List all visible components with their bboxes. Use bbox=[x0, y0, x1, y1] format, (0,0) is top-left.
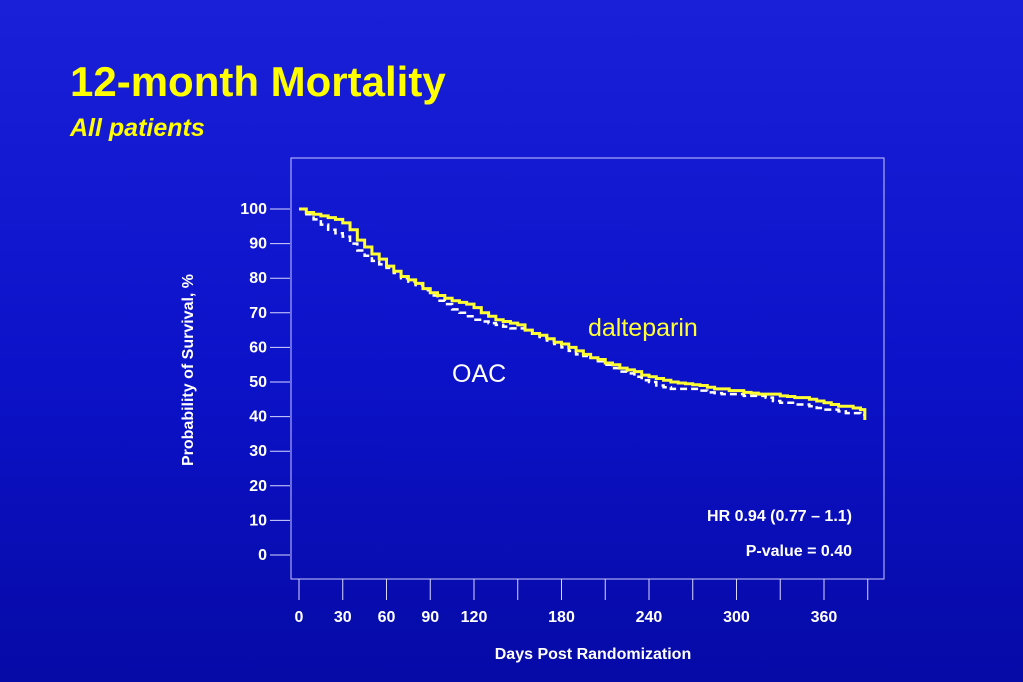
series-line-dalteparin bbox=[299, 207, 867, 421]
y-tick-label: 20 bbox=[249, 478, 267, 495]
x-tick-label: 360 bbox=[811, 609, 838, 626]
p-value-annotation: P-value = 0.40 bbox=[746, 543, 852, 560]
x-tick-label: 180 bbox=[548, 609, 575, 626]
y-tick-label: 90 bbox=[249, 236, 267, 253]
x-tick-label: 30 bbox=[334, 609, 352, 626]
y-tick-label: 40 bbox=[249, 409, 267, 426]
y-axis-label: Probability of Survival, % bbox=[180, 274, 197, 466]
plot-frame bbox=[290, 157, 885, 580]
x-axis-label: Days Post Randomization bbox=[495, 646, 691, 663]
y-tick-label: 70 bbox=[249, 305, 267, 322]
y-tick-label: 30 bbox=[249, 443, 267, 460]
series-line-oac bbox=[299, 207, 865, 417]
x-axis: 0 30 60 90 120 180 240 300 360 bbox=[295, 579, 869, 626]
y-tick-label: 80 bbox=[249, 270, 267, 287]
survival-curves bbox=[299, 207, 867, 421]
x-tick-label: 240 bbox=[636, 609, 663, 626]
slide-subtitle: All patients bbox=[70, 114, 205, 142]
series-label-dalteparin: dalteparin bbox=[588, 314, 698, 342]
x-tick-label: 300 bbox=[723, 609, 750, 626]
x-tick-label: 90 bbox=[421, 609, 439, 626]
hazard-ratio-annotation: HR 0.94 (0.77 – 1.1) bbox=[707, 508, 852, 525]
x-tick-label: 0 bbox=[295, 609, 304, 626]
x-tick-label: 60 bbox=[378, 609, 396, 626]
y-tick-label: 0 bbox=[258, 547, 267, 564]
y-tick-label: 60 bbox=[249, 339, 267, 356]
y-axis: 0 10 20 30 40 50 60 70 80 90 100 bbox=[240, 201, 290, 564]
y-tick-label: 10 bbox=[249, 512, 267, 529]
y-tick-label: 50 bbox=[249, 374, 267, 391]
y-tick-label: 100 bbox=[240, 201, 267, 218]
x-tick-label: 120 bbox=[461, 609, 488, 626]
slide-title: 12-month Mortality bbox=[70, 58, 446, 105]
series-label-oac: OAC bbox=[452, 360, 506, 388]
